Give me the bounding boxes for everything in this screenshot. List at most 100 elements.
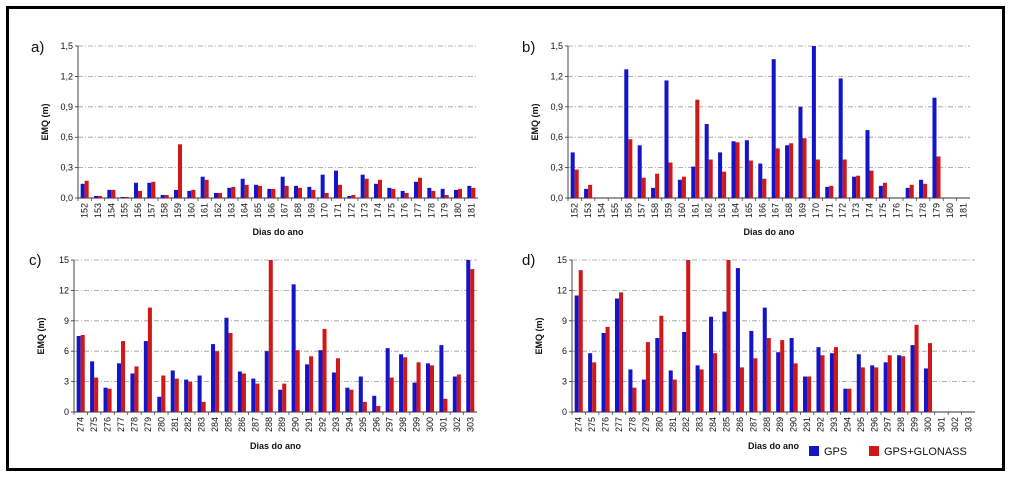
bar-gps-glonass — [471, 187, 476, 198]
bar-gps — [264, 351, 269, 412]
bar-gps — [758, 163, 763, 198]
x-tick-label: 288 — [762, 417, 772, 432]
legend: GPS GPS+GLONASS — [809, 446, 967, 458]
x-tick-label: 295 — [358, 417, 368, 432]
bar-gps-glonass — [364, 178, 369, 198]
bar-gps-glonass — [349, 389, 354, 412]
bar-gps — [80, 183, 85, 198]
bar-gps-glonass — [201, 401, 206, 412]
bar-gps — [919, 179, 924, 198]
x-tick-label: 170 — [811, 203, 821, 218]
bar-gps — [291, 284, 296, 412]
x-tick-label: 157 — [146, 203, 156, 218]
bar-gps-glonass — [431, 190, 436, 198]
x-tick-label: 290 — [789, 417, 799, 432]
bar-gps — [776, 352, 781, 412]
x-tick-label: 165 — [744, 203, 754, 218]
y-tick-label: 0,9 — [60, 102, 73, 112]
y-tick-label: 0,0 — [60, 193, 73, 203]
x-tick-label: 284 — [708, 417, 718, 432]
bar-gps-glonass — [914, 324, 919, 412]
figure-frame: a) 0,0 0,3 0,6 0,9 1,2 1,5 152 153 154 155 156 157 15… — [6, 6, 1005, 471]
bar-gps — [267, 188, 272, 198]
bar-gps-glonass — [588, 184, 593, 198]
bar-gps-glonass — [578, 270, 583, 412]
bar-gps — [412, 382, 417, 412]
x-tick-label: 281 — [668, 417, 678, 432]
bar-gps — [677, 179, 682, 198]
bar-gps — [651, 187, 656, 198]
bar-gps-glonass — [842, 159, 847, 198]
bar-gps — [584, 188, 589, 198]
y-tick-label: 0,0 — [550, 193, 563, 203]
bar-gps — [923, 368, 928, 412]
y-tick-label: 1,2 — [550, 71, 563, 81]
y-tick-label: 1,5 — [550, 41, 563, 51]
bar-gps — [439, 345, 444, 412]
x-tick-label: 285 — [721, 417, 731, 432]
x-tick-label: 281 — [170, 417, 180, 432]
bar-gps — [803, 376, 808, 412]
x-tick-label: 152 — [80, 203, 90, 218]
bar-gps — [237, 371, 242, 412]
bar-gps-glonass — [204, 179, 209, 198]
x-tick-label: 277 — [116, 417, 126, 432]
x-tick-label: 295 — [856, 417, 866, 432]
bar-gps — [601, 332, 606, 412]
bar-gps-glonass — [178, 144, 182, 198]
x-tick-label: 173 — [360, 203, 370, 218]
bar-gps-glonass — [174, 378, 179, 412]
bar-gps-glonass — [121, 341, 126, 412]
bar-gps — [254, 184, 258, 198]
bar-gps-glonass — [418, 177, 422, 198]
x-tick-label: 276 — [601, 417, 611, 432]
bar-gps-glonass — [766, 338, 771, 412]
x-tick-label: 290 — [291, 417, 301, 432]
bar-gps — [147, 182, 152, 198]
bar-gps-glonass — [748, 160, 753, 198]
bar-gps-glonass — [655, 173, 660, 198]
bar-gps-glonass — [111, 189, 116, 198]
bar-gps — [897, 355, 902, 412]
bar-gps-glonass — [231, 186, 236, 198]
bar-gps-glonass — [936, 156, 941, 198]
x-tick-label: 278 — [129, 417, 139, 432]
bar-gps — [570, 152, 575, 198]
bar-gps-glonass — [815, 159, 820, 198]
x-tick-label: 163 — [226, 203, 236, 218]
bar-gps — [251, 378, 256, 412]
x-tick-label: 303 — [465, 417, 475, 432]
legend-label-gps: GPS — [824, 446, 847, 458]
bar-gps-glonass — [298, 187, 302, 198]
bar-gps-glonass — [470, 269, 475, 412]
bar-gps — [454, 189, 458, 198]
bar-gps — [103, 387, 108, 412]
bar-gps-glonass — [324, 192, 329, 198]
bar-gps — [614, 298, 620, 412]
x-tick-label: 158 — [160, 203, 170, 218]
bar-gps-glonass — [869, 170, 874, 198]
bar-gps — [641, 379, 646, 412]
bar-gps-glonass — [641, 177, 646, 198]
bar-gps — [425, 363, 430, 412]
bar-gps — [278, 389, 283, 412]
bar-gps — [94, 195, 98, 198]
x-tick-label: 170 — [320, 203, 330, 218]
chart-panel-4: d) 0 3 6 9 12 15 274 275 276 277 278 279 280 281 282 283… — [522, 252, 975, 451]
bar-gps — [372, 395, 377, 412]
x-tick-label: 280 — [156, 417, 166, 432]
bar-gps — [120, 196, 125, 198]
bar-gps-glonass — [574, 169, 579, 198]
bar-gps — [785, 145, 790, 198]
bar-gps — [744, 140, 749, 198]
x-tick-label: 160 — [186, 203, 196, 218]
x-axis-title: Dias do ano — [250, 441, 302, 451]
bar-gps-glonass — [282, 383, 287, 412]
bar-gps-glonass — [887, 355, 892, 412]
bar-gps-glonass — [668, 162, 673, 198]
bar-gps-glonass — [80, 334, 85, 412]
bar-gps — [200, 176, 205, 198]
bar-gps-glonass — [762, 178, 767, 198]
x-tick-label: 154 — [106, 203, 116, 218]
bar-gps-glonass — [378, 179, 382, 198]
